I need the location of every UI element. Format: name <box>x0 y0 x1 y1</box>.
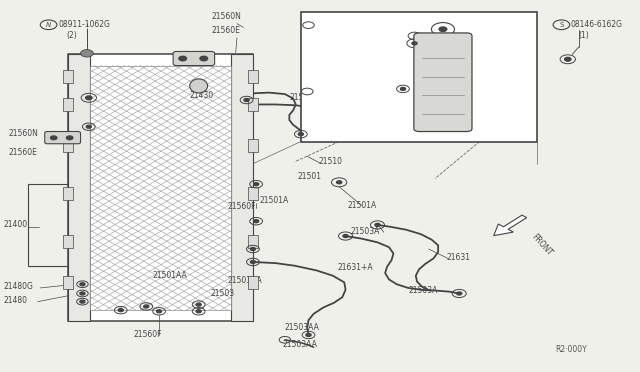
Bar <box>63 276 73 289</box>
Circle shape <box>196 303 201 306</box>
Text: 21503A: 21503A <box>351 227 380 236</box>
Bar <box>63 98 73 111</box>
FancyArrow shape <box>493 215 527 235</box>
Text: 21560F: 21560F <box>134 330 162 340</box>
Text: 21501AA: 21501AA <box>227 276 262 285</box>
Text: (2): (2) <box>67 31 77 40</box>
Bar <box>248 138 258 152</box>
Text: 21510: 21510 <box>319 157 343 166</box>
Bar <box>68 54 90 321</box>
Circle shape <box>337 181 342 184</box>
Text: 21560E: 21560E <box>9 148 38 157</box>
Ellipse shape <box>189 79 207 93</box>
Text: N: N <box>46 22 51 28</box>
Text: 21503: 21503 <box>210 289 234 298</box>
Circle shape <box>250 260 255 263</box>
Text: 21516: 21516 <box>428 39 451 48</box>
Bar <box>28 184 71 266</box>
Circle shape <box>244 99 249 102</box>
Bar <box>248 98 258 111</box>
Circle shape <box>80 300 85 303</box>
Circle shape <box>80 292 85 295</box>
Text: 21518: 21518 <box>453 78 477 87</box>
Text: 21480: 21480 <box>4 296 28 305</box>
Circle shape <box>118 309 124 312</box>
Text: R2·000Y: R2·000Y <box>555 345 587 354</box>
Circle shape <box>51 136 57 140</box>
Circle shape <box>179 56 186 61</box>
Text: 21631: 21631 <box>447 253 470 262</box>
Circle shape <box>375 224 380 227</box>
Bar <box>68 54 253 321</box>
Bar <box>90 65 230 310</box>
Text: 21560N: 21560N <box>211 12 241 21</box>
Circle shape <box>298 133 303 136</box>
Circle shape <box>457 292 462 295</box>
Text: S: S <box>559 22 564 28</box>
Circle shape <box>253 183 259 186</box>
Text: (1): (1) <box>579 31 589 40</box>
Circle shape <box>157 310 162 313</box>
Circle shape <box>343 235 348 237</box>
Bar <box>63 138 73 152</box>
Circle shape <box>86 125 92 128</box>
Circle shape <box>67 136 73 140</box>
Bar <box>63 235 73 248</box>
Circle shape <box>144 305 149 308</box>
Text: 21515: 21515 <box>314 13 338 22</box>
Circle shape <box>80 283 85 286</box>
Text: 21560E: 21560E <box>211 26 240 35</box>
Bar <box>248 70 258 83</box>
Text: 21631+A: 21631+A <box>338 263 374 272</box>
Text: 21560N: 21560N <box>9 129 39 138</box>
FancyBboxPatch shape <box>173 51 214 65</box>
Text: 08146-6162G: 08146-6162G <box>571 20 623 29</box>
Text: 21501: 21501 <box>298 172 322 181</box>
Bar <box>248 235 258 248</box>
Circle shape <box>250 247 255 250</box>
Bar <box>230 54 253 321</box>
Text: 21430: 21430 <box>189 91 213 100</box>
Text: 21560F: 21560F <box>227 202 256 211</box>
Circle shape <box>401 87 406 90</box>
Text: 21501AA: 21501AA <box>152 271 187 280</box>
Bar <box>301 12 537 141</box>
Circle shape <box>200 56 207 61</box>
Text: 21501A: 21501A <box>260 196 289 205</box>
Text: 21501E: 21501E <box>366 63 395 72</box>
Text: 21501A: 21501A <box>348 201 377 210</box>
Text: 08911-1062G: 08911-1062G <box>59 20 111 29</box>
Circle shape <box>86 96 92 100</box>
Text: 21503AA: 21503AA <box>283 340 318 349</box>
Text: FRONT: FRONT <box>529 232 554 257</box>
Bar <box>248 187 258 200</box>
Text: 21503A: 21503A <box>408 286 438 295</box>
Circle shape <box>81 49 93 57</box>
Circle shape <box>412 42 417 45</box>
FancyBboxPatch shape <box>414 33 472 132</box>
Bar <box>63 187 73 200</box>
Circle shape <box>306 334 311 336</box>
Circle shape <box>564 57 571 61</box>
FancyBboxPatch shape <box>45 132 81 144</box>
Circle shape <box>439 27 447 32</box>
Bar <box>248 276 258 289</box>
Circle shape <box>196 310 201 313</box>
Text: 21400: 21400 <box>4 221 28 230</box>
Circle shape <box>253 220 259 223</box>
Text: 21480G: 21480G <box>4 282 34 291</box>
Bar <box>63 70 73 83</box>
Text: 21503AA: 21503AA <box>285 323 320 332</box>
Text: 21503AA: 21503AA <box>289 93 324 102</box>
